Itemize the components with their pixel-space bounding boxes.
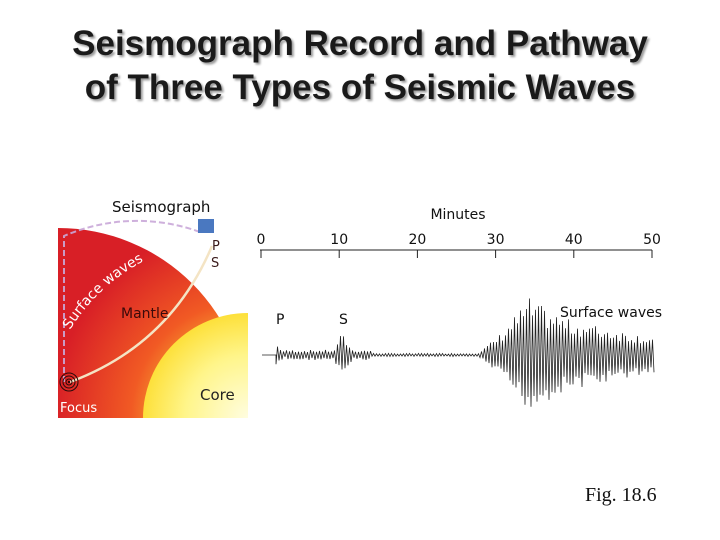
title-line-1: Seismograph Record and Pathway: [72, 24, 648, 63]
focus-marker: [59, 372, 79, 392]
surface-wave-path: [63, 219, 201, 382]
record-surface-waves-label: Surface waves: [560, 305, 662, 321]
core-region: [143, 313, 248, 418]
time-axis-ticks: 0 10 20 30 40 50: [257, 232, 661, 258]
record-p-label: P: [276, 312, 284, 328]
seismograph-marker: [198, 219, 214, 233]
core-label: Core: [200, 386, 235, 404]
axis-tick-label: 30: [487, 232, 505, 248]
axis-tick-label: 0: [257, 232, 266, 248]
seismograph-label: Seismograph: [112, 198, 210, 216]
axis-tick-label: 40: [565, 232, 583, 248]
seismogram-record: Minutes 0 10 20 30 40 50 P S Surface waves: [257, 207, 662, 407]
record-s-label: S: [339, 312, 348, 328]
title-line-2: of Three Types of Seismic Waves: [84, 68, 636, 107]
earth-p-label: P: [212, 239, 220, 254]
axis-tick-label: 20: [408, 232, 426, 248]
minutes-axis-title: Minutes: [430, 207, 485, 223]
figure-caption: Fig. 18.6: [585, 484, 657, 506]
axis-tick-label: 10: [330, 232, 348, 248]
axis-tick-label: 50: [643, 232, 661, 248]
seismic-ray-path: [69, 245, 214, 384]
focus-label: Focus: [60, 401, 97, 416]
earth-cross-section: [58, 219, 248, 418]
seismogram-trace: [262, 298, 655, 407]
earth-s-label: S: [211, 256, 219, 271]
slide-title: Seismograph Record and Pathway of Three …: [0, 22, 720, 110]
mantle-label: Mantle: [121, 306, 169, 322]
